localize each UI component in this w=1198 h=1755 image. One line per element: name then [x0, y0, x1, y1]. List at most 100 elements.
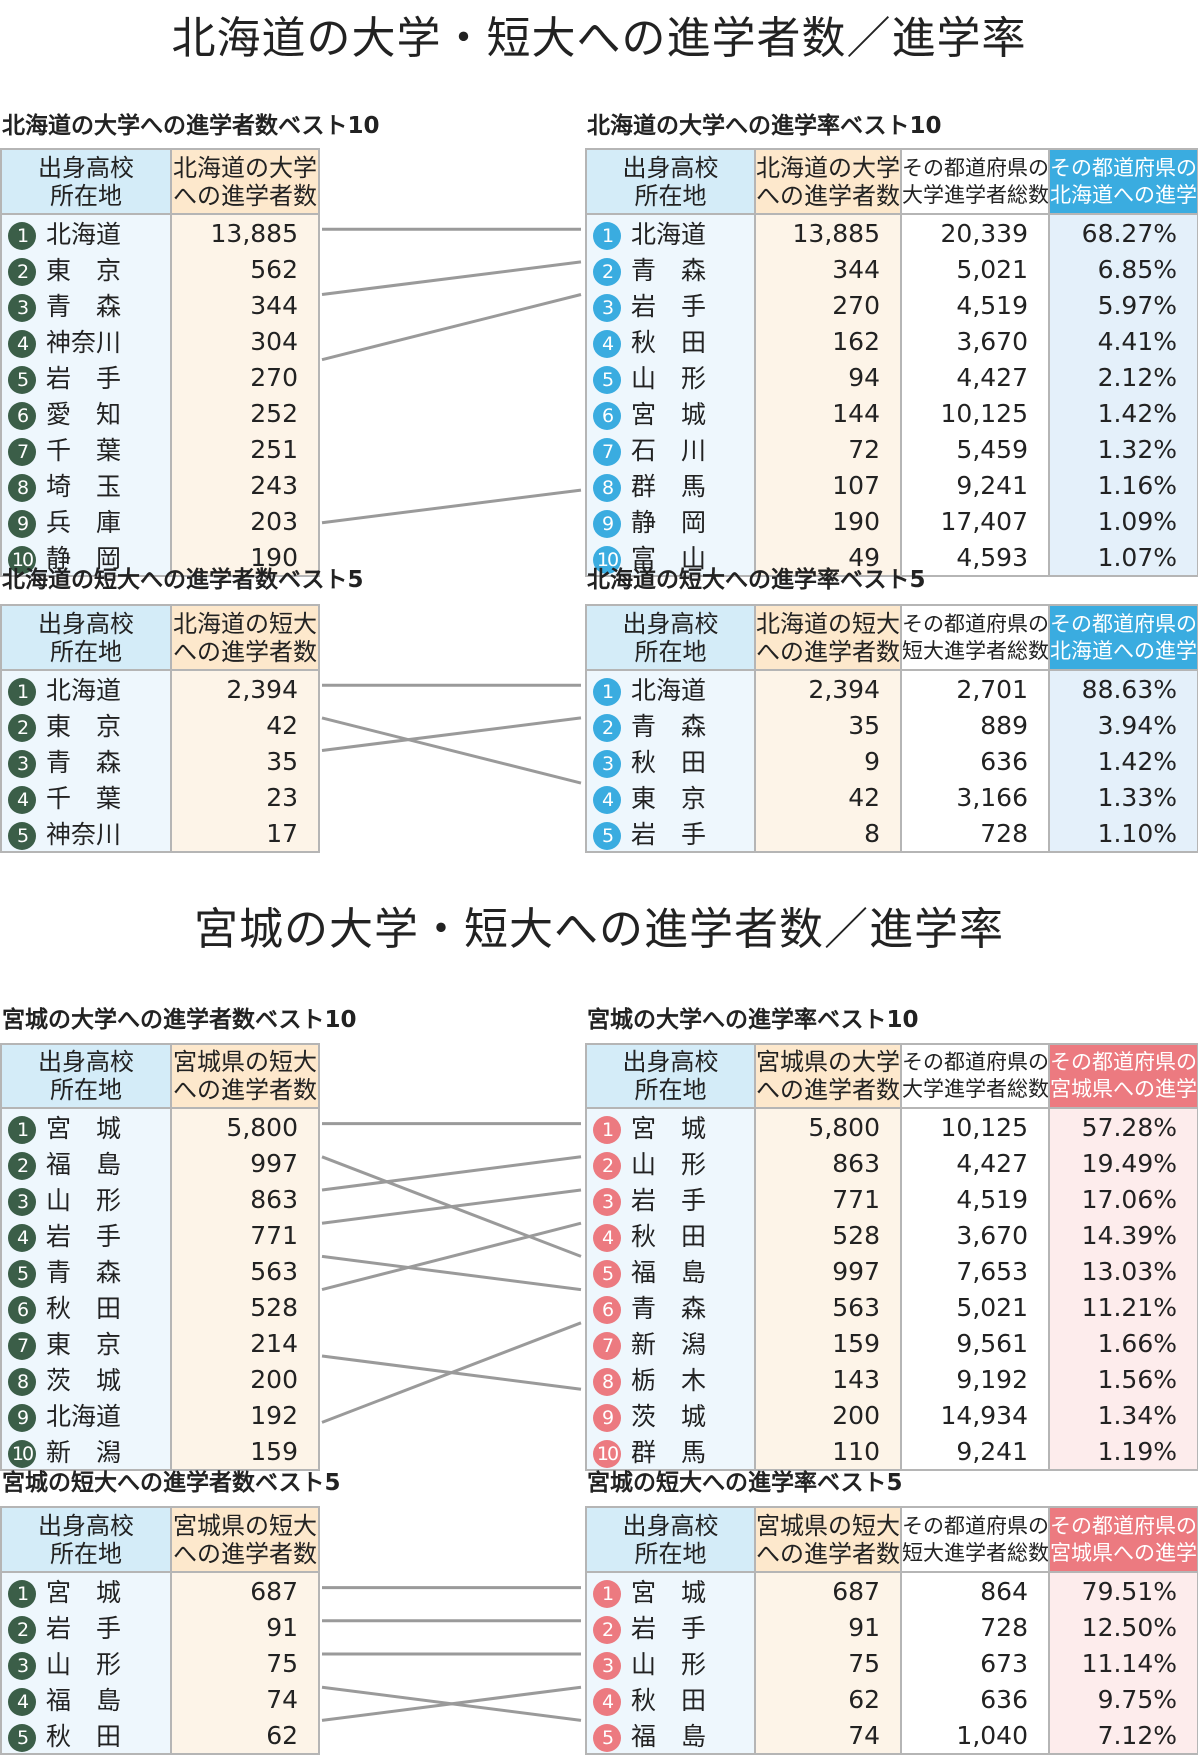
column-header: 宮城県の短大 への進学者数 — [170, 1506, 320, 1573]
table-row: 5 神奈川 17 — [0, 815, 320, 853]
value-cell: 4,519 — [900, 1181, 1050, 1217]
value-cell: 3,166 — [900, 779, 1050, 815]
value-cell: 7,653 — [900, 1253, 1050, 1289]
connector-line — [321, 1188, 582, 1225]
table-row: 6 秋 田 528 — [0, 1289, 320, 1325]
value-cell: 2,701 — [900, 670, 1050, 707]
table-row: 4 福 島 74 — [0, 1681, 320, 1717]
rank-badge: 2 — [8, 1616, 36, 1644]
prefecture-name: 神奈川 — [46, 820, 122, 849]
value-cell: 4,427 — [900, 1145, 1050, 1181]
table-row: 3 山 形 75 673 11.14% — [585, 1645, 1198, 1681]
rank-badge: 1 — [8, 1580, 36, 1608]
table-row: 4 秋 田 162 3,670 4.41% — [585, 323, 1198, 359]
left-table-title: 北海道の大学への進学者数ベスト10 — [2, 113, 380, 139]
prefecture-name: 山 形 — [631, 364, 707, 393]
prefecture-cell: 9 静 岡 — [585, 503, 756, 539]
prefecture-name: 秋 田 — [46, 1722, 122, 1751]
prefecture-name: 愛 知 — [46, 400, 122, 429]
table-row: 1 北海道 13,885 20,339 68.27% — [585, 214, 1198, 251]
connector-line — [321, 293, 582, 362]
rank-badge: 5 — [8, 366, 36, 394]
value-cell: 3,670 — [900, 323, 1050, 359]
prefecture-name: 青 森 — [46, 1258, 122, 1287]
prefecture-name: 北海道 — [46, 676, 122, 705]
prefecture-cell: 2 岩 手 — [585, 1609, 756, 1645]
column-header: 出身高校 所在地 — [0, 604, 172, 671]
prefecture-cell: 1 北海道 — [585, 670, 756, 707]
table-row: 5 福 島 74 1,040 7.12% — [585, 1717, 1198, 1755]
value-cell: 528 — [754, 1217, 902, 1253]
prefecture-name: 青 森 — [631, 1294, 707, 1323]
column-header: 北海道の短大 への進学者数 — [170, 604, 320, 671]
column-header: 出身高校 所在地 — [585, 148, 756, 215]
prefecture-cell: 2 山 形 — [585, 1145, 756, 1181]
column-header: 出身高校 所在地 — [585, 1043, 756, 1109]
rank-badge: 9 — [8, 1404, 36, 1432]
table-row: 7 新 潟 159 9,561 1.66% — [585, 1325, 1198, 1361]
rank-badge: 1 — [593, 1580, 621, 1608]
prefecture-name: 岩 手 — [46, 1614, 122, 1643]
value-cell: 190 — [754, 503, 902, 539]
value-cell: 5.97% — [1048, 287, 1198, 323]
prefecture-name: 青 森 — [46, 748, 122, 777]
rank-badge: 1 — [8, 1116, 36, 1144]
rank-badge: 10 — [8, 546, 36, 574]
value-cell: 8 — [754, 815, 902, 853]
prefecture-cell: 4 秋 田 — [585, 1681, 756, 1717]
rank-badge: 9 — [593, 510, 621, 538]
value-cell: 2,394 — [754, 670, 902, 707]
prefecture-name: 東 京 — [46, 1330, 122, 1359]
prefecture-cell: 10 群 馬 — [585, 1433, 756, 1471]
value-cell: 1.10% — [1048, 815, 1198, 853]
prefecture-cell: 4 秋 田 — [585, 1217, 756, 1253]
value-cell: 11.14% — [1048, 1645, 1198, 1681]
right-table-title: 宮城の大学への進学率ベスト10 — [587, 1007, 919, 1033]
value-cell: 200 — [754, 1397, 902, 1433]
rank-badge: 3 — [8, 294, 36, 322]
count-ranking-table: 出身高校 所在地 北海道の短大 への進学者数 1 北海道 2,394 2 東 京 42 3 青 森 35… — [0, 604, 320, 853]
value-cell: 9.75% — [1048, 1681, 1198, 1717]
column-header: 宮城県の短大 への進学者数 — [754, 1506, 902, 1573]
rank-badge: 9 — [8, 510, 36, 538]
connector-line — [321, 260, 582, 296]
prefecture-cell: 6 秋 田 — [0, 1289, 172, 1325]
value-cell: 243 — [170, 467, 320, 503]
rank-badge: 10 — [8, 1440, 36, 1468]
rank-badge: 2 — [8, 1152, 36, 1180]
prefecture-cell: 3 岩 手 — [585, 287, 756, 323]
prefecture-name: 東 京 — [46, 256, 122, 285]
rank-badge: 5 — [8, 1260, 36, 1288]
rank-badge: 4 — [593, 330, 621, 358]
prefecture-cell: 3 山 形 — [585, 1645, 756, 1681]
prefecture-name: 福 島 — [46, 1686, 122, 1715]
value-cell: 270 — [754, 287, 902, 323]
rank-badge: 4 — [593, 1224, 621, 1252]
value-cell: 9,241 — [900, 1433, 1050, 1471]
connector-line — [321, 1221, 582, 1292]
prefecture-cell: 2 福 島 — [0, 1145, 172, 1181]
value-cell: 110 — [754, 1433, 902, 1471]
section-title: 宮城の大学・短大への進学者数／進学率 — [194, 904, 1004, 955]
prefecture-cell: 9 兵 庫 — [0, 503, 172, 539]
table-row: 3 山 形 863 — [0, 1181, 320, 1217]
value-cell: 2.12% — [1048, 359, 1198, 395]
column-header: 宮城県の大学 への進学者数 — [754, 1043, 902, 1109]
prefecture-name: 宮 城 — [631, 1114, 707, 1143]
column-header: その都道府県の 大学進学者総数 — [900, 148, 1050, 215]
column-header: 宮城県の短大 への進学者数 — [170, 1043, 320, 1109]
prefecture-name: 北海道 — [631, 676, 707, 705]
prefecture-cell: 5 青 森 — [0, 1253, 172, 1289]
prefecture-name: 千 葉 — [46, 436, 122, 465]
prefecture-cell: 10 静 岡 — [0, 539, 172, 577]
value-cell: 864 — [900, 1572, 1050, 1609]
value-cell: 74 — [170, 1681, 320, 1717]
table-row: 2 岩 手 91 728 12.50% — [585, 1609, 1198, 1645]
value-cell: 13,885 — [754, 214, 902, 251]
prefecture-cell: 3 岩 手 — [585, 1181, 756, 1217]
rank-badge: 7 — [8, 438, 36, 466]
rank-badge: 1 — [8, 222, 36, 250]
prefecture-cell: 3 山 形 — [0, 1181, 172, 1217]
value-cell: 997 — [754, 1253, 902, 1289]
prefecture-name: 岩 手 — [46, 1222, 122, 1251]
